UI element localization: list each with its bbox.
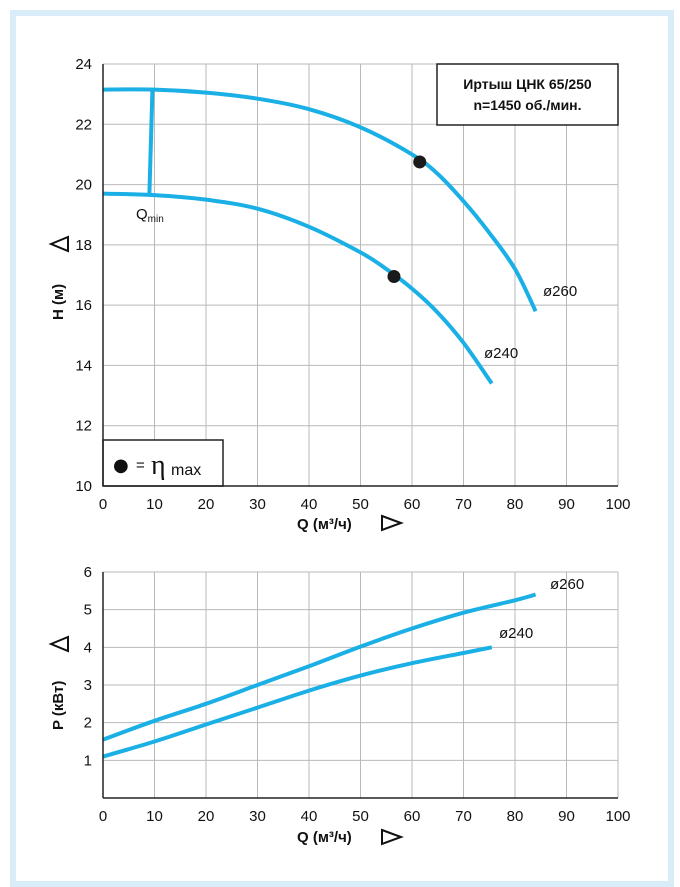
y-tick-label: 18 xyxy=(75,237,92,254)
x-tick-label: 70 xyxy=(455,808,472,825)
x-tick-label: 40 xyxy=(301,808,318,825)
head-y-arrow-icon xyxy=(48,235,69,253)
label-h-260: ø260 xyxy=(543,283,577,300)
x-tick-label: 50 xyxy=(352,496,369,513)
x-tick-label: 100 xyxy=(605,496,630,513)
y-tick-label: 1 xyxy=(84,752,92,769)
x-tick-label: 40 xyxy=(301,496,318,513)
y-tick-label: 5 xyxy=(84,602,92,619)
head-y-axis-label: H (м) xyxy=(50,284,67,320)
x-tick-label: 90 xyxy=(558,496,575,513)
power-x-axis-label: Q (м³/ч) xyxy=(297,829,352,846)
title-box xyxy=(436,63,619,126)
power-x-arrow-icon xyxy=(381,828,404,846)
chart-title: Иртыш ЦНК 65/250 xyxy=(463,76,592,92)
qmin-line xyxy=(147,89,155,196)
legend-dot-symbol: ● xyxy=(113,455,129,476)
head-chart: 0 10 20 30 40 50 60 70 80 90 100 1012141618202224 … xyxy=(48,56,631,533)
power-y-ticks: 1 2 3 4 5 6 xyxy=(84,564,92,769)
head-grid xyxy=(103,63,619,486)
series-line-0 xyxy=(103,592,537,742)
head-y-ticks: 10 12 14 16 18 20 22 24 xyxy=(75,56,92,495)
power-y-axis-label: P (кВт) xyxy=(50,681,67,730)
legend-eta: η xyxy=(151,450,166,481)
x-tick-label: 90 xyxy=(558,808,575,825)
x-tick-label: 30 xyxy=(249,496,266,513)
x-tick-label: 20 xyxy=(198,496,215,513)
head-x-arrow-icon xyxy=(381,514,404,532)
legend-eta-sub: max xyxy=(171,462,201,479)
power-grid xyxy=(103,571,619,798)
x-tick-label: 100 xyxy=(605,808,630,825)
y-tick-label: 20 xyxy=(75,177,92,194)
series-line-0 xyxy=(103,87,538,313)
y-tick-label: 10 xyxy=(75,478,92,495)
y-tick-label: 3 xyxy=(84,677,92,694)
head-x-axis-label: Q (м³/ч) xyxy=(297,516,352,533)
x-tick-label: 10 xyxy=(146,496,163,513)
y-tick-label: 4 xyxy=(84,639,92,656)
head-x-ticks: 0 10 20 30 40 50 60 70 80 90 100 xyxy=(99,496,631,513)
power-curves xyxy=(103,592,537,759)
legend-equals: = xyxy=(136,457,145,474)
label-p-240: ø240 xyxy=(499,625,533,642)
x-tick-label: 50 xyxy=(352,808,369,825)
power-x-ticks: 0 10 20 30 40 50 60 70 80 90 100 xyxy=(99,808,631,825)
x-tick-label: 30 xyxy=(249,808,266,825)
x-tick-label: 0 xyxy=(99,808,107,825)
x-tick-label: 60 xyxy=(404,496,421,513)
x-tick-label: 70 xyxy=(455,496,472,513)
eta-max-points xyxy=(387,155,427,284)
y-tick-label: 22 xyxy=(75,116,92,133)
series-line-1 xyxy=(103,191,494,385)
label-p-260: ø260 xyxy=(550,576,584,593)
y-tick-label: 12 xyxy=(75,418,92,435)
x-tick-label: 10 xyxy=(146,808,163,825)
power-y-arrow-icon xyxy=(48,635,69,653)
x-tick-label: 0 xyxy=(99,496,107,513)
y-tick-label: 14 xyxy=(75,357,92,374)
eta-max-point-1 xyxy=(387,270,401,284)
x-tick-label: 80 xyxy=(507,496,524,513)
chart-subtitle: n=1450 об./мин. xyxy=(473,97,581,113)
eta-max-point-0 xyxy=(413,155,427,169)
qmin-label-sub: min xyxy=(148,214,164,225)
y-tick-label: 6 xyxy=(84,564,92,581)
label-h-240: ø240 xyxy=(484,345,518,362)
x-tick-label: 80 xyxy=(507,808,524,825)
y-tick-label: 24 xyxy=(75,56,92,73)
x-tick-label: 60 xyxy=(404,808,421,825)
y-tick-label: 2 xyxy=(84,715,92,732)
y-tick-label: 16 xyxy=(75,297,92,314)
legend-box xyxy=(102,439,224,487)
qmin-label-main: Q xyxy=(136,206,148,223)
x-tick-label: 20 xyxy=(198,808,215,825)
qmin-label: Qmin xyxy=(136,206,164,225)
head-curves xyxy=(103,87,538,385)
series-line-1 xyxy=(103,645,493,759)
